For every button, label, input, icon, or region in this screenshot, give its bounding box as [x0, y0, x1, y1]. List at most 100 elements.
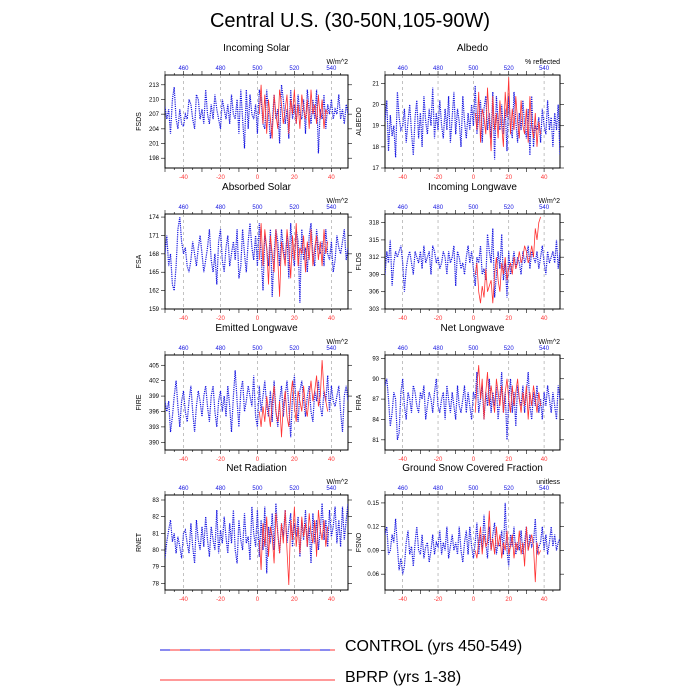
y-tick-label: 20 [372, 103, 379, 109]
top-tick-label: 480 [433, 66, 444, 72]
x-tick-label: 40 [328, 597, 335, 603]
x-tick-label: 40 [328, 316, 335, 322]
panel-title: Albedo [457, 43, 489, 54]
y-tick-label: 0.06 [367, 572, 379, 578]
series-bprp [258, 84, 329, 139]
y-tick-label: 312 [369, 255, 380, 261]
plot-frame [164, 494, 349, 591]
x-tick-label: 20 [291, 175, 298, 181]
x-tick-label: 0 [256, 316, 260, 322]
top-tick-label: 520 [289, 486, 300, 492]
y-tick-label: 0.12 [367, 525, 379, 531]
y-tick-label: 393 [149, 425, 160, 431]
y-tick-label: 87 [372, 397, 379, 403]
panel-fira: Net Longwave W/m^2 FIRA -40 -20 0 20 40 460 480 50… [356, 323, 564, 463]
x-tick-label: -40 [179, 175, 188, 181]
top-tick-label: 520 [504, 66, 515, 72]
panel-units: W/m^2 [326, 198, 348, 205]
y-tick-label: 318 [369, 221, 380, 227]
top-tick-label: 520 [289, 66, 300, 72]
plot-frame [164, 354, 349, 451]
x-tick-label: -40 [398, 457, 407, 463]
top-tick-label: 480 [215, 66, 226, 72]
top-tick-label: 520 [504, 346, 515, 352]
x-tick-label: -20 [434, 316, 443, 322]
x-tick-label: 20 [505, 175, 512, 181]
panel-rnet: Net Radiation W/m^2 RNET -40 -20 0 20 40 460 480 5… [136, 463, 352, 603]
series-bprp [474, 216, 541, 304]
x-tick-label: 40 [541, 597, 548, 603]
top-tick-label: 500 [252, 486, 263, 492]
x-tick-label: 40 [541, 457, 548, 463]
panel-units: % reflected [525, 59, 560, 66]
panel-fsno: Ground Snow Covered Fraction unitless FSNO… [356, 463, 564, 603]
plot-frame [384, 213, 561, 310]
y-tick-label: 79 [152, 565, 159, 571]
top-tick-label: 480 [433, 486, 444, 492]
top-tick-label: 500 [468, 486, 479, 492]
top-tick-label: 540 [326, 486, 337, 492]
top-tick-label: 500 [468, 205, 479, 211]
panel-fsa: Absorbed Solar W/m^2 FSA -40 -20 0 20 40 460 480 5… [136, 182, 352, 322]
y-tick-label: 306 [369, 290, 380, 296]
panel-units: unitless [536, 479, 560, 486]
x-tick-label: 0 [256, 175, 260, 181]
y-tick-label: 315 [369, 238, 380, 244]
y-tick-label: 399 [149, 394, 160, 400]
y-tick-label: 159 [149, 307, 160, 313]
y-tick-label: 80 [152, 548, 159, 554]
legend-bprp-line [160, 679, 335, 681]
top-tick-label: 480 [433, 346, 444, 352]
y-tick-label: 396 [149, 409, 160, 415]
series-control [385, 371, 560, 440]
y-tick-label: 93 [372, 356, 379, 362]
panel-title: Incoming Solar [223, 43, 290, 54]
x-tick-label: -40 [398, 316, 407, 322]
series-control [165, 503, 348, 574]
top-tick-label: 480 [215, 486, 226, 492]
top-tick-label: 500 [252, 66, 263, 72]
x-tick-label: -20 [216, 457, 225, 463]
series-bprp [258, 360, 329, 438]
top-tick-label: 540 [326, 205, 337, 211]
top-tick-label: 540 [539, 205, 550, 211]
x-tick-label: 20 [505, 597, 512, 603]
x-tick-label: -40 [398, 597, 407, 603]
panel-title: Net Radiation [226, 463, 287, 474]
y-tick-label: 83 [152, 498, 159, 504]
y-tick-label: 78 [152, 581, 159, 587]
y-tick-label: 171 [149, 233, 160, 239]
series-bprp [258, 506, 329, 586]
panel-albedo: Albedo % reflected ALBEDO -40 -20 0 20 40 460 480… [356, 43, 564, 181]
x-tick-label: -20 [434, 597, 443, 603]
x-tick-label: 20 [291, 597, 298, 603]
top-tick-label: 520 [289, 205, 300, 211]
series-bprp [474, 365, 541, 420]
y-tick-label: 17 [372, 166, 379, 172]
top-tick-label: 460 [178, 66, 189, 72]
x-tick-label: -40 [398, 175, 407, 181]
top-tick-label: 480 [215, 205, 226, 211]
page-title: Central U.S. (30-50N,105-90W) [209, 10, 491, 32]
y-tick-label: 174 [149, 215, 160, 221]
top-tick-label: 500 [252, 205, 263, 211]
x-tick-label: -20 [434, 457, 443, 463]
y-tick-label: 207 [149, 112, 160, 118]
top-tick-label: 460 [398, 486, 409, 492]
x-tick-label: 0 [472, 175, 476, 181]
y-axis-label: ALBEDO [356, 107, 363, 136]
top-tick-label: 520 [504, 205, 515, 211]
y-axis-label: FSA [136, 254, 143, 268]
x-tick-label: 20 [291, 457, 298, 463]
plot-frame [164, 74, 349, 169]
legend-control-label: CONTROL (yrs 450-549) [345, 638, 523, 655]
series-control [165, 370, 348, 438]
y-tick-label: 18 [372, 145, 379, 151]
y-tick-label: 162 [149, 289, 160, 295]
series-bprp [474, 77, 541, 152]
x-tick-label: -20 [434, 175, 443, 181]
panel-title: Incoming Longwave [428, 182, 517, 193]
y-tick-label: 303 [369, 307, 380, 313]
panel-title: Ground Snow Covered Fraction [402, 463, 543, 474]
x-tick-label: 0 [472, 597, 476, 603]
